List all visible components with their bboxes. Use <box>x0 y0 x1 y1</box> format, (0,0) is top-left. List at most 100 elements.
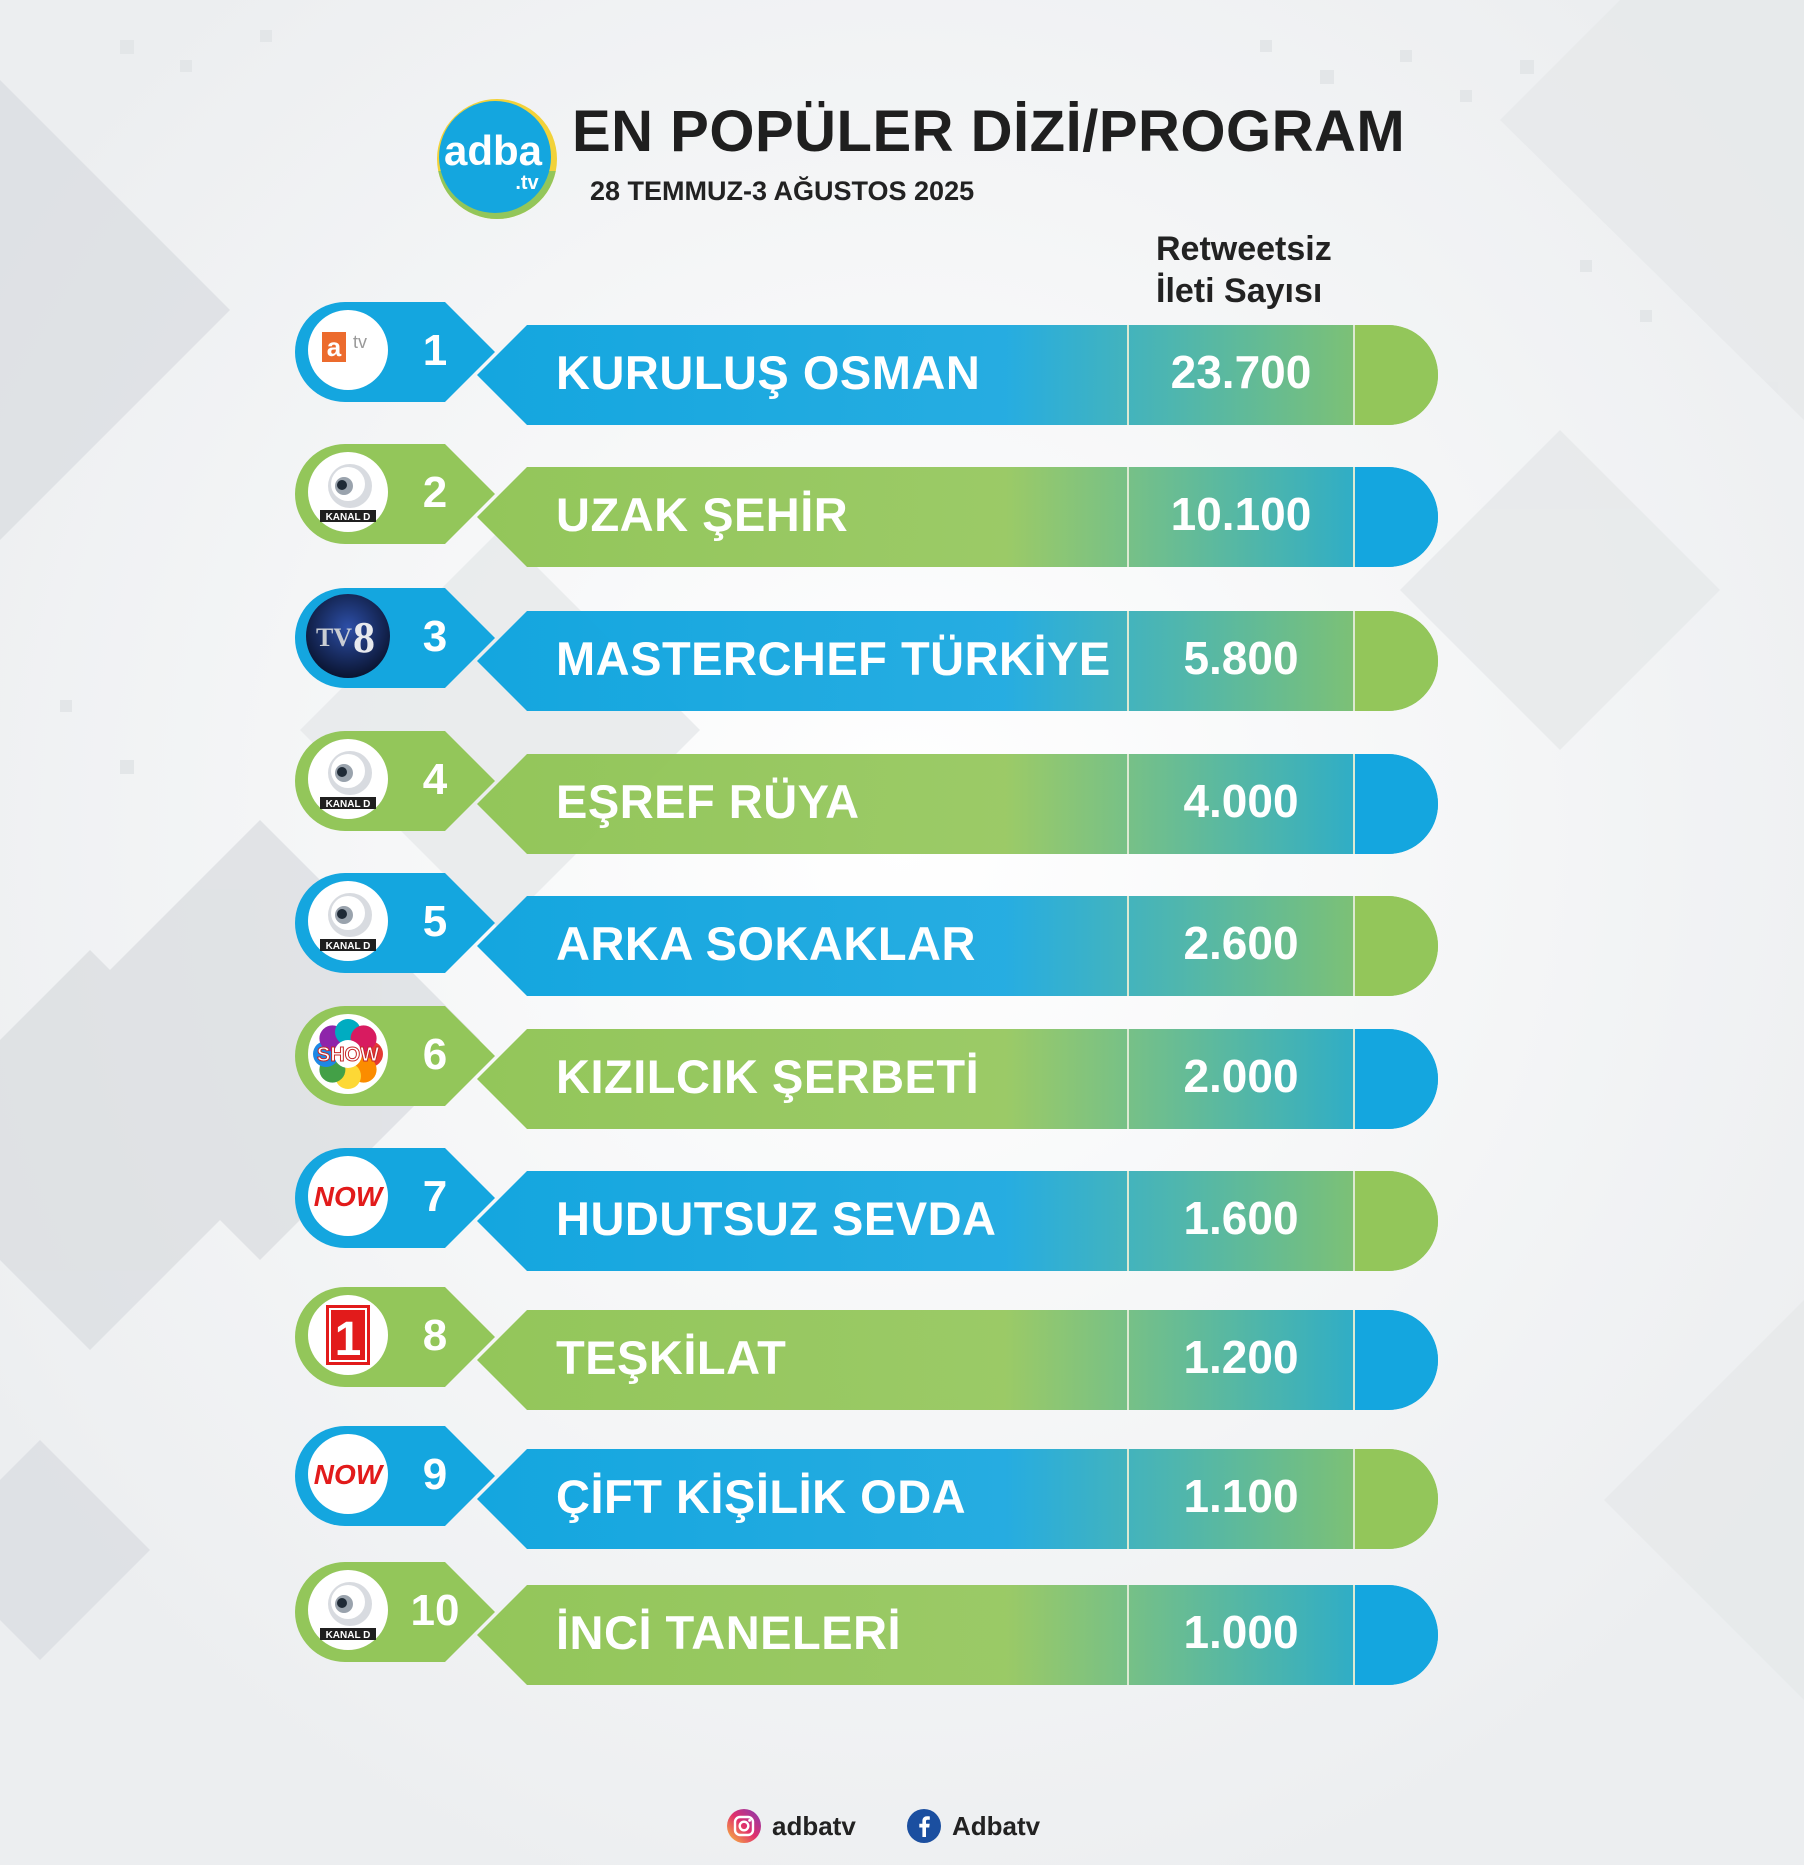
rank-number: 9 <box>422 1450 448 1499</box>
show-name: MASTERCHEF TÜRKİYE <box>556 632 1111 685</box>
post-count: 1.100 <box>1183 1470 1299 1522</box>
rank-number: 10 <box>410 1586 460 1635</box>
ranking-row: SHOW 6 KIZILCIK ŞERBETİ 2.000 <box>0 1006 1804 1136</box>
kanal-d-logo-icon: KANAL D <box>308 739 388 819</box>
column-header: Retweetsiz İleti Sayısı <box>1156 228 1396 312</box>
row-banner <box>295 1148 1438 1271</box>
row-end-cap <box>1355 754 1438 854</box>
row-bar <box>477 467 1438 567</box>
now-logo-icon: NOW <box>308 1434 388 1514</box>
row-end-cap <box>1355 611 1438 711</box>
row-bar <box>477 611 1438 711</box>
ranking-row: NOW 9 ÇİFT KİŞİLİK ODA 1.100 <box>0 1426 1804 1556</box>
post-count: 10.100 <box>1170 488 1312 540</box>
column-header-line1: Retweetsiz <box>1156 230 1332 268</box>
column-header-line2: İleti Sayısı <box>1156 272 1323 310</box>
rank-number: 3 <box>422 612 448 661</box>
kanal-d-logo-icon: KANAL D <box>308 452 388 532</box>
svg-text:8: 8 <box>353 613 375 662</box>
svg-text:a: a <box>327 332 342 362</box>
rank-number: 1 <box>422 326 448 375</box>
svg-text:KANAL D: KANAL D <box>326 799 371 810</box>
row-banner <box>295 731 1438 854</box>
row-bar <box>477 1585 1438 1685</box>
svg-text:KANAL D: KANAL D <box>326 1630 371 1641</box>
show-name: UZAK ŞEHİR <box>556 488 849 541</box>
show-name: HUDUTSUZ SEVDA <box>556 1192 997 1245</box>
rank-number: 5 <box>422 897 448 946</box>
adba-logo-text: adba <box>444 127 543 174</box>
atv-logo-icon: a tv <box>308 310 388 390</box>
ranking-row: TV 8 3 MASTERCHEF TÜRKİYE 5.800 <box>0 588 1804 718</box>
ranking-row: KANAL D 5 ARKA SOKAKLAR 2.600 <box>0 873 1804 1003</box>
rank-number: 7 <box>422 1172 448 1221</box>
facebook-icon <box>907 1809 941 1843</box>
row-end-cap <box>1355 325 1438 425</box>
instagram-link[interactable]: adbatv <box>726 1808 856 1844</box>
post-count: 1.200 <box>1183 1331 1299 1383</box>
facebook-link[interactable]: Adbatv <box>906 1808 1040 1844</box>
show-name: KIZILCIK ŞERBETİ <box>556 1050 980 1103</box>
svg-text:tv: tv <box>353 332 367 352</box>
post-count: 23.700 <box>1170 346 1312 398</box>
show-name: İNCİ TANELERİ <box>556 1606 902 1659</box>
rank-number: 8 <box>422 1311 448 1360</box>
instagram-handle: adbatv <box>772 1810 856 1841</box>
svg-text:NOW: NOW <box>314 1459 385 1490</box>
show-name: ÇİFT KİŞİLİK ODA <box>556 1470 967 1523</box>
ranking-row: KANAL D 10 İNCİ TANELERİ 1.000 <box>0 1562 1804 1692</box>
ranking-row: a tv 1 KURULUŞ OSMAN 23.700 <box>0 302 1804 432</box>
kanal-d-logo-icon: KANAL D <box>308 881 388 961</box>
svg-text:1: 1 <box>335 1313 362 1366</box>
row-banner <box>295 1287 1438 1410</box>
date-range: 28 TEMMUZ-3 AĞUSTOS 2025 <box>590 176 975 206</box>
rank-number: 4 <box>422 755 448 804</box>
row-end-cap <box>1355 1171 1438 1271</box>
rank-number: 2 <box>422 468 448 517</box>
row-end-cap <box>1355 467 1438 567</box>
post-count: 1.600 <box>1183 1192 1299 1244</box>
row-end-cap <box>1355 1585 1438 1685</box>
row-end-cap <box>1355 1310 1438 1410</box>
post-count: 5.800 <box>1183 632 1299 684</box>
facebook-handle: Adbatv <box>952 1810 1041 1841</box>
post-count: 2.000 <box>1183 1050 1299 1102</box>
show-tv-logo-icon: SHOW <box>308 1014 388 1094</box>
row-end-cap <box>1355 1029 1438 1129</box>
svg-text:SHOW: SHOW <box>317 1044 379 1066</box>
row-bar <box>477 325 1438 425</box>
row-end-cap <box>1355 1449 1438 1549</box>
row-bar <box>477 896 1438 996</box>
page-title: EN POPÜLER DİZİ/PROGRAM <box>572 99 1406 164</box>
show-name: KURULUŞ OSMAN <box>556 346 981 399</box>
svg-text:TV: TV <box>316 623 352 652</box>
post-count: 4.000 <box>1183 775 1299 827</box>
row-bar <box>477 1171 1438 1271</box>
row-bar <box>477 754 1438 854</box>
row-banner <box>295 444 1438 567</box>
adba-logo-subtext: .tv <box>515 172 539 194</box>
post-count: 2.600 <box>1183 917 1299 969</box>
ranking-row: NOW 7 HUDUTSUZ SEVDA 1.600 <box>0 1148 1804 1278</box>
row-banner <box>295 1426 1438 1549</box>
ranking-row: KANAL D 4 EŞREF RÜYA 4.000 <box>0 731 1804 861</box>
ranking-row: KANAL D 2 UZAK ŞEHİR 10.100 <box>0 444 1804 574</box>
kanal-d-logo-icon: KANAL D <box>308 1570 388 1650</box>
instagram-icon <box>727 1809 761 1843</box>
svg-text:KANAL D: KANAL D <box>326 941 371 952</box>
rank-number: 6 <box>422 1030 448 1079</box>
row-banner <box>295 302 1438 425</box>
show-name: ARKA SOKAKLAR <box>556 917 976 970</box>
adba-logo-icon: adba .tv <box>437 99 557 219</box>
row-end-cap <box>1355 896 1438 996</box>
row-bar <box>477 1310 1438 1410</box>
show-name: EŞREF RÜYA <box>556 775 860 828</box>
svg-text:KANAL D: KANAL D <box>326 512 371 523</box>
row-banner <box>295 1562 1438 1685</box>
show-name: TEŞKİLAT <box>556 1331 787 1384</box>
now-logo-icon: NOW <box>308 1156 388 1236</box>
trt1-logo-icon: 1 <box>308 1295 388 1375</box>
row-bar <box>477 1449 1438 1549</box>
svg-text:NOW: NOW <box>314 1181 385 1212</box>
tv8-logo-icon: TV 8 <box>306 594 390 678</box>
